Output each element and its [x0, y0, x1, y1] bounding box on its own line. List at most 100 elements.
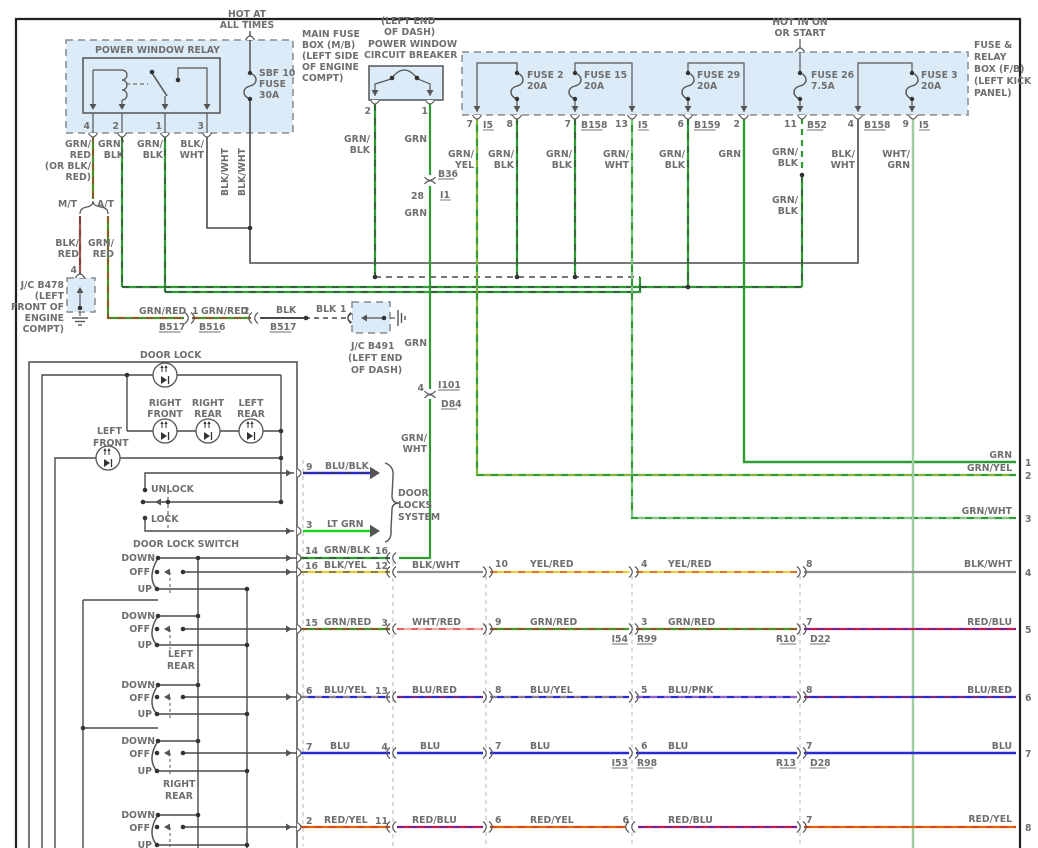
label: 7 — [565, 119, 571, 130]
wire — [14, 17, 1022, 848]
inline-connector-icon — [392, 566, 397, 578]
label: GRN/WHT — [962, 506, 1013, 517]
label: POWER WINDOW RELAY — [95, 45, 220, 56]
wire — [144, 518, 294, 532]
symbol-path — [151, 814, 159, 845]
label: GRN/ — [772, 195, 799, 206]
inline-connector-icon — [482, 821, 487, 833]
label: RIGHT — [149, 398, 182, 409]
label: GRN/RED — [201, 306, 248, 317]
junction-dot — [77, 305, 83, 311]
fuse-icon — [510, 72, 524, 100]
junction-dot — [180, 569, 186, 575]
label: BLK/WHT — [220, 147, 231, 196]
label: FRONT — [147, 409, 183, 420]
inline-connector-icon — [796, 747, 801, 759]
label: GRN — [718, 149, 741, 160]
arrowhead-icon — [571, 106, 579, 112]
junction-dot — [80, 725, 86, 731]
junction-dot — [244, 711, 250, 717]
label: LOCK — [151, 514, 179, 525]
label: YEL — [454, 160, 474, 171]
actuator-arrow-icon — [250, 421, 254, 424]
junction-dot — [165, 499, 171, 505]
component-box — [65, 39, 294, 134]
arrowhead-icon — [89, 104, 97, 110]
label: 8 — [507, 119, 513, 130]
label: FUSE 15 — [584, 70, 627, 81]
label: BLU — [668, 741, 688, 752]
inline-connector-icon — [488, 747, 493, 759]
label: REAR — [167, 661, 195, 672]
label: MAIN FUSE — [302, 29, 360, 40]
junction-dot — [180, 750, 186, 756]
inline-connector-icon — [802, 821, 807, 833]
junction-dot — [381, 315, 387, 321]
label: 15 — [305, 618, 318, 629]
label: GRN/ — [137, 139, 164, 150]
label: B517 — [270, 322, 297, 333]
symbol-path — [151, 740, 159, 771]
inline-connector-icon — [190, 312, 195, 324]
label: BLK — [494, 160, 515, 171]
label: RED — [58, 249, 80, 260]
inline-connector-icon — [386, 747, 391, 759]
junction-dot — [175, 77, 181, 83]
inline-connector-icon — [634, 747, 639, 759]
label: GRN/ — [448, 149, 475, 160]
label: BLK/YEL — [324, 560, 367, 571]
label: BLU/RED — [967, 685, 1012, 696]
label: BLK/WHT — [412, 560, 461, 571]
label: 2 — [113, 121, 119, 132]
pin-bump-icon — [852, 114, 864, 120]
label: BLU — [330, 741, 350, 752]
label: FUSE 26 — [811, 70, 854, 81]
label: BLU/BLK — [325, 461, 370, 472]
arrowhead-icon — [796, 106, 804, 112]
junction-dot — [155, 812, 161, 818]
pin-bump-icon — [201, 132, 213, 138]
label: CIRCUIT BREAKER — [364, 50, 457, 61]
arrowhead-icon — [628, 106, 636, 112]
label: GRN/ — [401, 433, 428, 444]
arrowhead-icon — [286, 568, 292, 576]
label: UP — [138, 640, 153, 651]
inline-connector-icon — [488, 691, 493, 703]
label: 4 — [418, 383, 425, 394]
label: SYSTEM — [398, 512, 440, 523]
label: BOX (M/B) — [302, 40, 355, 51]
label: COMPT) — [23, 324, 64, 335]
label: WHT — [180, 150, 205, 161]
junction-dot — [154, 750, 160, 756]
label: GRN — [404, 208, 427, 219]
fuse-terminal — [247, 70, 253, 76]
wire — [399, 399, 432, 560]
label: 4 — [382, 742, 389, 753]
arrowhead-icon — [740, 106, 748, 112]
label: (LEFT END — [381, 16, 436, 27]
label: BLK/WHT — [964, 559, 1013, 570]
label: PANEL) — [974, 88, 1011, 99]
inline-connector-icon — [634, 566, 639, 578]
arrowhead-icon — [426, 90, 434, 96]
junction-dot — [195, 555, 201, 561]
pin-bump-icon — [296, 566, 302, 578]
label: GRN — [404, 134, 427, 145]
label: A/T — [97, 199, 115, 210]
symbol-path — [151, 557, 159, 589]
junction-dot — [155, 555, 161, 561]
label: (LEFT SIDE — [302, 51, 359, 62]
pin-bump-icon — [471, 114, 483, 120]
junction-dot — [389, 75, 395, 81]
label: 20A — [697, 81, 718, 92]
label: BLU — [992, 741, 1012, 752]
label: OFF — [129, 749, 150, 760]
label: GRN/ — [659, 149, 686, 160]
inline-connector-icon — [482, 691, 487, 703]
fuse-icon — [793, 72, 807, 100]
label: GRN/ — [603, 149, 630, 160]
label: 16 — [375, 546, 388, 557]
junction-dot — [244, 642, 250, 648]
junction-dot — [195, 738, 201, 744]
